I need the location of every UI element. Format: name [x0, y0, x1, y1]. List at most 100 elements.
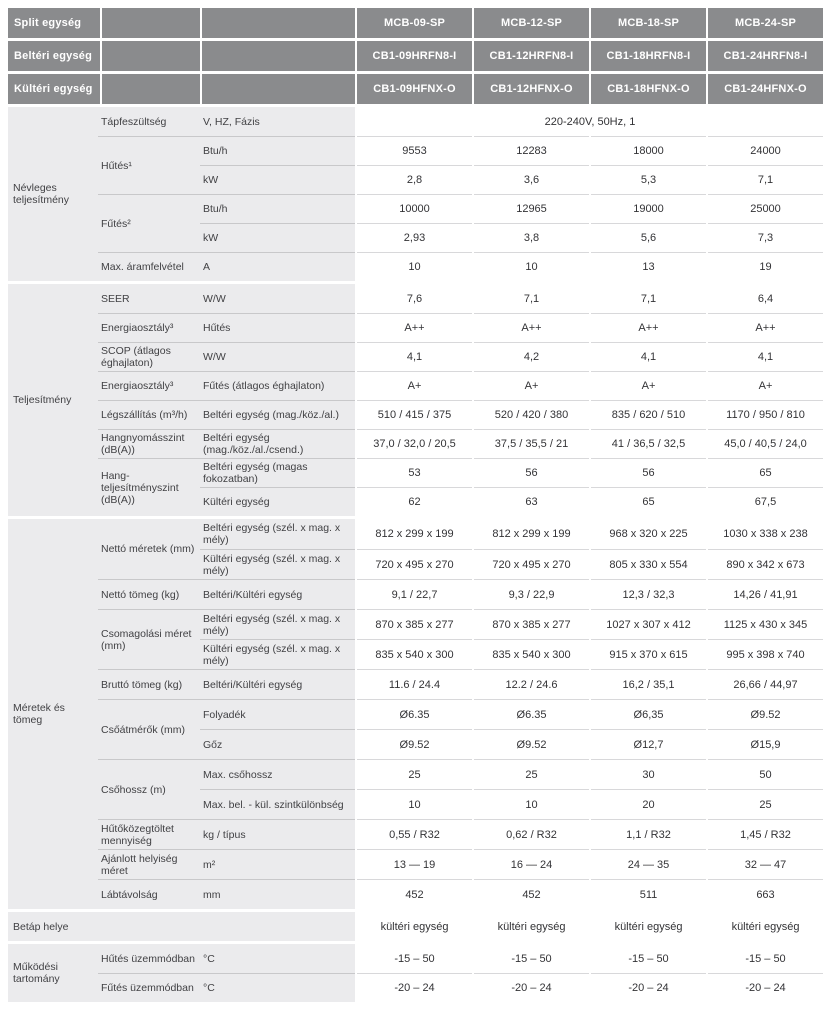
header-spacer	[100, 74, 200, 104]
spec-unit: Fűtés (átlagos éghajlaton)	[200, 371, 355, 400]
model-name: CB1-18HFNX-O	[589, 74, 706, 104]
spec-unit: Beltéri egység (mag./köz./al.)	[200, 400, 355, 429]
spec-value: 1125 x 430 x 345	[708, 609, 823, 639]
spec-row: W/W 7,6 7,1 7,1 6,4	[200, 284, 823, 313]
spec-subgroup: Nettó méretek (mm) Beltéri egység (szél. …	[98, 519, 823, 579]
spec-value: 812 x 299 x 199	[474, 519, 589, 549]
header-spacer	[200, 41, 355, 71]
spec-value: A++	[591, 313, 706, 342]
spec-value: A+	[708, 371, 823, 400]
spec-value: 835 x 540 x 300	[474, 639, 589, 669]
spec-value: 10	[357, 789, 472, 819]
spec-value: 0,62 / R32	[474, 819, 589, 849]
header-spacer	[200, 8, 355, 38]
model-name: MCB-18-SP	[589, 8, 706, 38]
subgroup-rows: Beltéri egység (magas fokozatban) 53 56 56 6…	[200, 458, 823, 516]
subgroup-rows: A 10 10 13 19	[200, 252, 823, 281]
spec-value: 2,93	[357, 223, 472, 252]
header-row-label: Split egység	[8, 8, 100, 38]
section-rows: Tápfeszültség V, HZ, Fázis 220-240V, 50Hz,…	[98, 107, 823, 281]
spec-value: 890 x 342 x 673	[708, 549, 823, 579]
spec-subgroup: Tápfeszültség V, HZ, Fázis 220-240V, 50Hz,…	[98, 107, 823, 136]
subgroup-rows: V, HZ, Fázis 220-240V, 50Hz, 1	[200, 107, 823, 136]
spec-sublabel: Fűtés²	[98, 194, 200, 252]
spec-value: Ø6.35	[474, 699, 589, 729]
spec-unit: Beltéri egység (szél. x mag. x mély)	[200, 609, 355, 639]
spec-sublabel: Hűtőközegtöltet mennyiség	[98, 819, 200, 849]
spec-value: 12.2 / 24.6	[474, 669, 589, 699]
spec-value: 9,3 / 22,9	[474, 579, 589, 609]
spec-subgroup: Fűtés üzemmódban °C -20 – 24 -20 – 24 -20 – …	[98, 973, 823, 1002]
spec-subgroup: kültéri egység kültéri egység kültéri egys…	[355, 912, 823, 941]
spec-values: 812 x 299 x 199 812 x 299 x 199 968 x 320 …	[355, 519, 823, 549]
spec-value: 1,45 / R32	[708, 819, 823, 849]
spec-row: Hűtés A++ A++ A++ A++	[200, 313, 823, 342]
spec-value: 12965	[474, 194, 589, 223]
spec-sublabel: Hűtés¹	[98, 136, 200, 194]
spec-value: 24000	[708, 136, 823, 165]
subgroup-rows: °C -20 – 24 -20 – 24 -20 – 24 -20 – 24	[200, 973, 823, 1002]
spec-value: 14,26 / 41,91	[708, 579, 823, 609]
spec-row: Kültéri egység (szél. x mag. x mély) 835 …	[200, 639, 823, 669]
spec-value: 2,8	[357, 165, 472, 194]
spec-row: Beltéri egység (szél. x mag. x mély) 870 …	[200, 609, 823, 639]
spec-unit: mm	[200, 879, 355, 909]
spec-value: A++	[474, 313, 589, 342]
spec-value: 1027 x 307 x 412	[591, 609, 706, 639]
model-name: MCB-09-SP	[355, 8, 472, 38]
spec-value: 663	[708, 879, 823, 909]
spec-value: 812 x 299 x 199	[357, 519, 472, 549]
subgroup-rows: Beltéri egység (mag./köz./al.) 510 / 415 …	[200, 400, 823, 429]
spec-subgroup: Fűtés² Btu/h 10000 12965 19000 25000 kW 2,93 3,8…	[98, 194, 823, 252]
spec-values: A++ A++ A++ A++	[355, 313, 823, 342]
spec-values: 13 — 19 16 — 24 24 — 35 32 — 47	[355, 849, 823, 879]
spec-value: Ø6,35	[591, 699, 706, 729]
spec-value: 16,2 / 35,1	[591, 669, 706, 699]
spec-sublabel: SEER	[98, 284, 200, 313]
spec-value: 6,4	[708, 284, 823, 313]
subgroup-rows: mm 452 452 511 663	[200, 879, 823, 909]
spec-row: m² 13 — 19 16 — 24 24 — 35 32 — 47	[200, 849, 823, 879]
spec-value: A+	[357, 371, 472, 400]
spec-sublabel: Hűtés üzemmódban	[98, 944, 200, 973]
spec-value: kültéri egység	[708, 912, 823, 941]
spec-value: -20 – 24	[474, 973, 589, 1002]
spec-value: 452	[474, 879, 589, 909]
spec-row: Btu/h 10000 12965 19000 25000	[200, 194, 823, 223]
section-rows: Nettó méretek (mm) Beltéri egység (szél. …	[98, 519, 823, 909]
spec-value: 5,6	[591, 223, 706, 252]
spec-row: kg / típus 0,55 / R32 0,62 / R32 1,1 / R32 1…	[200, 819, 823, 849]
model-name: CB1-12HFNX-O	[472, 74, 589, 104]
spec-unit: kW	[200, 165, 355, 194]
spec-value: 1170 / 950 / 810	[708, 400, 823, 429]
spec-values: kültéri egység kültéri egység kültéri egys…	[355, 912, 823, 941]
header-row: Split egység MCB-09-SP MCB-12-SP MCB-18-SP M…	[8, 8, 823, 38]
spec-value: 7,6	[357, 284, 472, 313]
spec-value: 4,1	[591, 342, 706, 371]
spec-values: 10 10 20 25	[355, 789, 823, 819]
spec-values: Ø9.52 Ø9.52 Ø12,7 Ø15,9	[355, 729, 823, 759]
spec-sublabel: Hangnyomásszint (dB(A))	[98, 429, 200, 458]
header-spacer	[200, 74, 355, 104]
spec-values: 10 10 13 19	[355, 252, 823, 281]
spec-sublabel: Energiaosztály³	[98, 313, 200, 342]
table-body: Névleges teljesítmény Tápfeszültség V, HZ,…	[8, 107, 823, 1002]
spec-section: Betáp helye kültéri egység kültéri egység k…	[8, 912, 823, 941]
spec-value: 67,5	[708, 487, 823, 516]
spec-subgroup: Légszállítás (m³/h) Beltéri egység (mag./…	[98, 400, 823, 429]
spec-subgroup: Energiaosztály³ Fűtés (átlagos éghajlaton…	[98, 371, 823, 400]
model-name: MCB-24-SP	[706, 8, 823, 38]
header-row-label: Kültéri egység	[8, 74, 100, 104]
spec-sublabel: Lábtávolság	[98, 879, 200, 909]
spec-sublabel: Energiaosztály³	[98, 371, 200, 400]
spec-subgroup: Nettó tömeg (kg) Beltéri/Kültéri egység 9,…	[98, 579, 823, 609]
spec-sublabel: Nettó tömeg (kg)	[98, 579, 200, 609]
header-row: Beltéri egység CB1-09HRFN8-I CB1-12HRFN8-I…	[8, 41, 823, 71]
spec-unit: °C	[200, 973, 355, 1002]
spec-unit: Btu/h	[200, 194, 355, 223]
spec-value: 835 / 620 / 510	[591, 400, 706, 429]
spec-row: °C -15 – 50 -15 – 50 -15 – 50 -15 – 50	[200, 944, 823, 973]
spec-values: 220-240V, 50Hz, 1	[355, 107, 823, 136]
model-name: MCB-12-SP	[472, 8, 589, 38]
subgroup-rows: kg / típus 0,55 / R32 0,62 / R32 1,1 / R32 1…	[200, 819, 823, 849]
